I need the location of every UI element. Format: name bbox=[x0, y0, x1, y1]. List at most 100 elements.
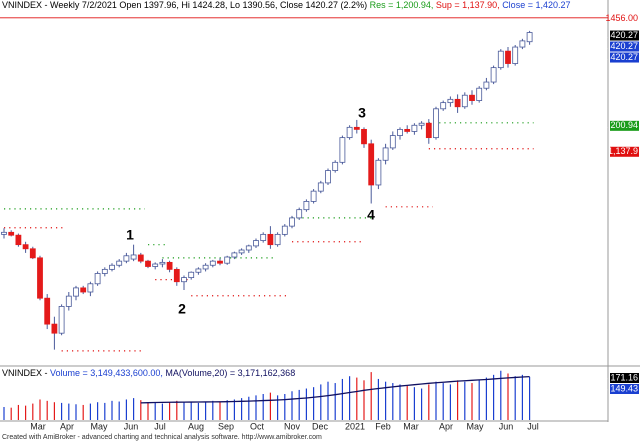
candle-body bbox=[209, 260, 216, 266]
candle-body bbox=[109, 264, 115, 270]
top-line-label: 1456.00 bbox=[605, 13, 638, 23]
candle-body bbox=[310, 190, 317, 202]
candle-body bbox=[238, 249, 245, 254]
candle-body bbox=[159, 261, 166, 265]
candle-body bbox=[476, 87, 483, 101]
candle-body bbox=[260, 233, 267, 241]
value-box: 3,149.43 bbox=[603, 383, 639, 394]
candle-body bbox=[425, 122, 432, 139]
value-box: 1,420.27 bbox=[603, 41, 639, 52]
value-box-label: 3,171.16 bbox=[603, 372, 638, 382]
candle-body bbox=[519, 40, 526, 48]
value-box: 1,137.9 bbox=[608, 146, 639, 157]
candle-body bbox=[505, 50, 511, 64]
x-tick-label: Jul bbox=[527, 421, 539, 431]
candle-body bbox=[1, 231, 7, 235]
candle-body bbox=[80, 287, 87, 293]
value-box: 1,420.27 bbox=[603, 30, 639, 41]
candle-body bbox=[130, 254, 137, 260]
candle-body bbox=[37, 257, 43, 299]
candle-body bbox=[123, 255, 130, 262]
x-tick-label: Dec bbox=[312, 421, 329, 431]
x-tick-label: Nov bbox=[284, 421, 301, 431]
candle-body bbox=[188, 271, 195, 279]
candle-body bbox=[51, 323, 58, 334]
candle-body bbox=[461, 94, 468, 108]
candle-body bbox=[353, 126, 360, 130]
value-box: 1,200.94 bbox=[603, 120, 639, 131]
candle-body bbox=[253, 240, 259, 247]
candle-body bbox=[339, 137, 346, 163]
x-tick-label: Apr bbox=[60, 421, 74, 431]
candle-body bbox=[137, 254, 144, 262]
x-tick-label: Aug bbox=[188, 421, 204, 431]
candle-body bbox=[411, 124, 418, 132]
candle-body bbox=[101, 268, 108, 274]
candle-body bbox=[296, 209, 303, 219]
value-box: 3,171.16 bbox=[603, 372, 639, 383]
candle-body bbox=[87, 283, 94, 293]
title-part: VNINDEX - bbox=[2, 368, 50, 378]
value-box-label: 1,420.27 bbox=[603, 30, 638, 40]
candle-body bbox=[389, 135, 396, 149]
value-box-label: 1,200.94 bbox=[603, 120, 638, 130]
x-tick-label: Jul bbox=[154, 421, 166, 431]
candle-body bbox=[483, 81, 490, 89]
annotation: 3 bbox=[358, 105, 366, 121]
candle-body bbox=[267, 233, 274, 246]
candle-body bbox=[231, 252, 238, 258]
candle-body bbox=[58, 306, 65, 334]
candle-body bbox=[202, 264, 209, 270]
ma-line bbox=[140, 375, 530, 404]
value-box-bg bbox=[610, 373, 639, 383]
value-box-bg bbox=[610, 146, 639, 157]
candle-body bbox=[433, 108, 439, 139]
value-box-label: 3,149.43 bbox=[603, 383, 638, 393]
candle-body bbox=[303, 201, 310, 211]
candle-body bbox=[332, 161, 339, 171]
candle-body bbox=[22, 244, 29, 250]
candle-body bbox=[526, 32, 533, 43]
x-tick-label: 2021 bbox=[345, 421, 365, 431]
candle-body bbox=[281, 225, 288, 235]
value-box-label: 1,420.27 bbox=[603, 52, 638, 62]
candle-body bbox=[497, 50, 504, 69]
candle-body bbox=[94, 273, 101, 285]
candle-body bbox=[375, 159, 382, 186]
candle-body bbox=[490, 67, 497, 83]
candle-body bbox=[245, 245, 252, 251]
footer: Created with AmiBroker - advanced charti… bbox=[2, 434, 322, 441]
candle-body bbox=[166, 261, 173, 270]
candle-body bbox=[397, 128, 403, 136]
value-box-bg bbox=[610, 52, 639, 63]
value-box-label: 1,137.9 bbox=[608, 146, 638, 156]
x-tick-label: Feb bbox=[375, 421, 391, 431]
value-box-bg bbox=[610, 41, 639, 52]
annotation: 1 bbox=[126, 227, 134, 243]
candle-body bbox=[145, 260, 151, 267]
candle-body bbox=[346, 126, 353, 139]
x-tick-label: Mar bbox=[403, 421, 419, 431]
candle-body bbox=[440, 102, 447, 110]
pane-title: VNINDEX - Volume = 3,149,433,600.00, MA(… bbox=[2, 368, 295, 378]
candle-body bbox=[289, 217, 295, 227]
x-tick-label: Oct bbox=[250, 421, 265, 431]
x-tick-label: Jun bbox=[124, 421, 139, 431]
candle-body bbox=[469, 94, 475, 101]
candle-body bbox=[382, 147, 389, 161]
pane-title: VNINDEX - Weekly 7/2/2021 Open 1397.96, … bbox=[2, 0, 571, 10]
candle-body bbox=[368, 143, 375, 186]
annotation: 4 bbox=[367, 207, 375, 223]
candle-body bbox=[512, 46, 519, 64]
x-tick-label: May bbox=[90, 421, 108, 431]
value-box-bg bbox=[610, 120, 639, 131]
value-box-label: 1,420.27 bbox=[603, 41, 638, 51]
value-box-bg bbox=[610, 384, 639, 394]
annotation: 2 bbox=[178, 301, 186, 317]
candle-body bbox=[418, 122, 425, 126]
title-part: Sup = 1,137.90, bbox=[436, 0, 502, 10]
title-part: Volume = 3,149,433,600.00, bbox=[50, 368, 165, 378]
candle-body bbox=[116, 260, 123, 266]
